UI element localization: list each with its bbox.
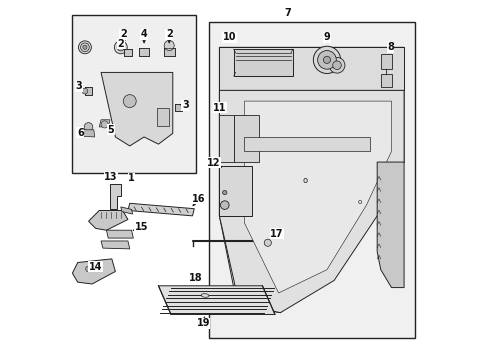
Text: o: o — [302, 176, 307, 185]
Polygon shape — [106, 230, 133, 238]
Polygon shape — [99, 120, 110, 127]
Polygon shape — [101, 72, 172, 146]
Polygon shape — [219, 90, 403, 313]
Polygon shape — [376, 162, 403, 288]
Text: 12: 12 — [207, 158, 220, 168]
Circle shape — [97, 263, 101, 267]
Text: 3: 3 — [75, 81, 82, 91]
Circle shape — [328, 57, 344, 73]
Bar — [72, 15, 196, 173]
Polygon shape — [82, 130, 94, 137]
Polygon shape — [72, 259, 115, 284]
Polygon shape — [219, 47, 403, 313]
Text: 9: 9 — [323, 32, 330, 42]
Circle shape — [78, 41, 91, 54]
Text: 19: 19 — [196, 319, 209, 328]
Polygon shape — [158, 286, 274, 315]
Bar — [219, 116, 233, 162]
Polygon shape — [101, 241, 129, 249]
Polygon shape — [124, 49, 131, 56]
Circle shape — [264, 239, 271, 246]
Text: 11: 11 — [213, 103, 226, 113]
Bar — [380, 54, 391, 69]
Polygon shape — [121, 207, 132, 214]
Text: 14: 14 — [89, 262, 102, 272]
Text: 3: 3 — [182, 100, 188, 111]
Polygon shape — [128, 203, 194, 216]
Bar — [219, 166, 251, 216]
Bar — [208, 22, 414, 338]
Circle shape — [123, 95, 136, 108]
Polygon shape — [244, 137, 369, 151]
Circle shape — [164, 41, 174, 50]
Polygon shape — [88, 211, 128, 230]
Bar — [380, 74, 391, 87]
Text: 4: 4 — [141, 30, 147, 39]
Text: 2: 2 — [117, 39, 124, 49]
Circle shape — [332, 61, 341, 69]
Polygon shape — [244, 101, 391, 293]
Polygon shape — [139, 48, 149, 56]
Polygon shape — [163, 48, 174, 56]
Ellipse shape — [201, 294, 208, 297]
Circle shape — [85, 266, 91, 272]
Text: 2: 2 — [120, 30, 126, 39]
Text: 6: 6 — [77, 128, 83, 138]
Text: 10: 10 — [222, 32, 236, 42]
Text: 15: 15 — [134, 222, 148, 232]
Bar — [156, 108, 169, 126]
Circle shape — [117, 44, 124, 51]
Text: 8: 8 — [386, 42, 393, 52]
Circle shape — [82, 88, 88, 94]
Text: 5: 5 — [107, 125, 114, 135]
Bar — [233, 116, 258, 162]
Text: 13: 13 — [104, 172, 118, 182]
Polygon shape — [233, 49, 292, 76]
Text: 17: 17 — [269, 229, 283, 239]
Polygon shape — [219, 47, 403, 90]
Polygon shape — [110, 184, 121, 209]
Text: 18: 18 — [189, 273, 203, 283]
Circle shape — [82, 45, 87, 49]
Circle shape — [222, 190, 226, 195]
Circle shape — [114, 41, 127, 54]
Circle shape — [101, 121, 108, 128]
Text: 2: 2 — [165, 30, 172, 39]
Circle shape — [317, 50, 336, 69]
Text: o: o — [356, 198, 361, 204]
Polygon shape — [85, 87, 92, 95]
Circle shape — [220, 201, 228, 210]
Circle shape — [313, 46, 340, 73]
Circle shape — [84, 123, 93, 131]
Text: 16: 16 — [191, 194, 205, 204]
Text: 7: 7 — [284, 8, 290, 18]
Text: 1: 1 — [128, 173, 135, 183]
Circle shape — [323, 56, 330, 63]
Polygon shape — [174, 104, 182, 111]
